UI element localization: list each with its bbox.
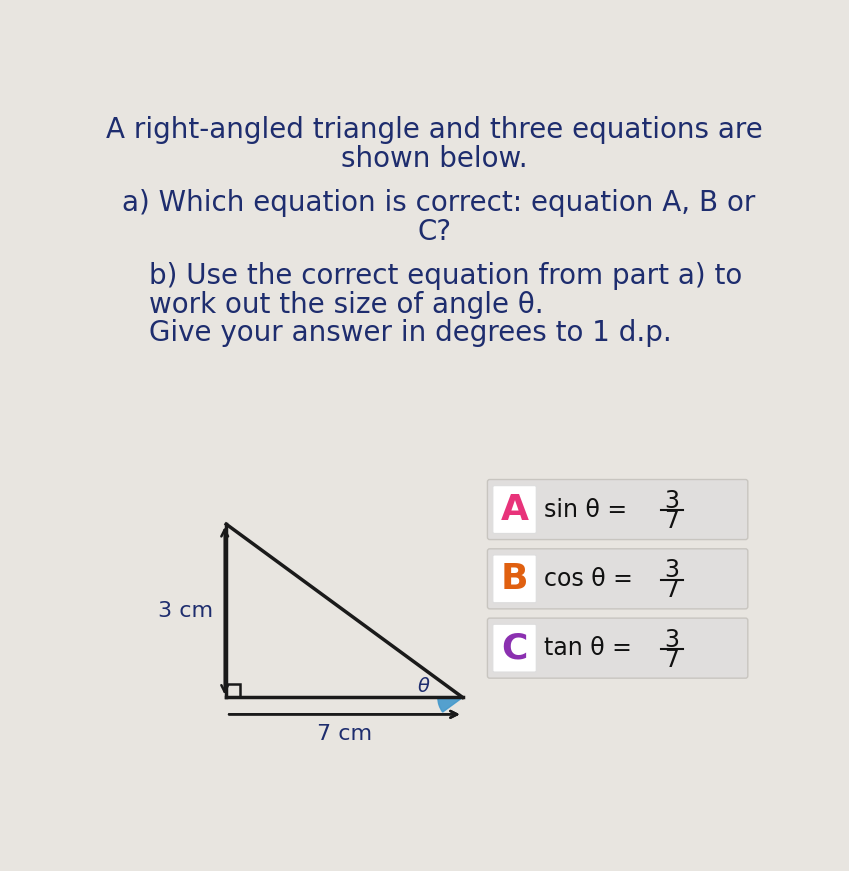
Text: 3: 3 [665,628,679,652]
Text: A: A [501,492,529,527]
Bar [226,684,240,698]
FancyBboxPatch shape [487,549,748,609]
Text: 3: 3 [665,490,679,513]
Text: B: B [501,562,528,596]
Text: C: C [502,631,528,665]
Text: Give your answer in degrees to 1 d.p.: Give your answer in degrees to 1 d.p. [149,320,672,348]
FancyBboxPatch shape [493,555,537,603]
Text: 7: 7 [665,509,679,533]
Text: 7 cm: 7 cm [317,725,372,745]
Text: shown below.: shown below. [341,145,528,172]
FancyBboxPatch shape [487,618,748,679]
Wedge shape [438,698,463,712]
Text: 7: 7 [665,648,679,672]
Text: A right-angled triangle and three equations are: A right-angled triangle and three equati… [106,116,763,144]
Text: C?: C? [418,218,452,246]
FancyBboxPatch shape [487,480,748,539]
Text: b) Use the correct equation from part a) to: b) Use the correct equation from part a)… [149,262,742,290]
Text: cos θ =: cos θ = [544,567,640,591]
Text: θ: θ [418,677,430,696]
Text: 3 cm: 3 cm [159,601,213,621]
FancyBboxPatch shape [493,486,537,533]
Text: a) Which equation is correct: equation A, B or: a) Which equation is correct: equation A… [121,189,755,217]
Text: work out the size of angle θ.: work out the size of angle θ. [149,291,543,319]
Text: sin θ =: sin θ = [544,497,634,522]
Text: 7: 7 [665,578,679,603]
Text: 3: 3 [665,558,679,583]
FancyBboxPatch shape [493,625,537,672]
Text: tan θ =: tan θ = [544,636,639,660]
